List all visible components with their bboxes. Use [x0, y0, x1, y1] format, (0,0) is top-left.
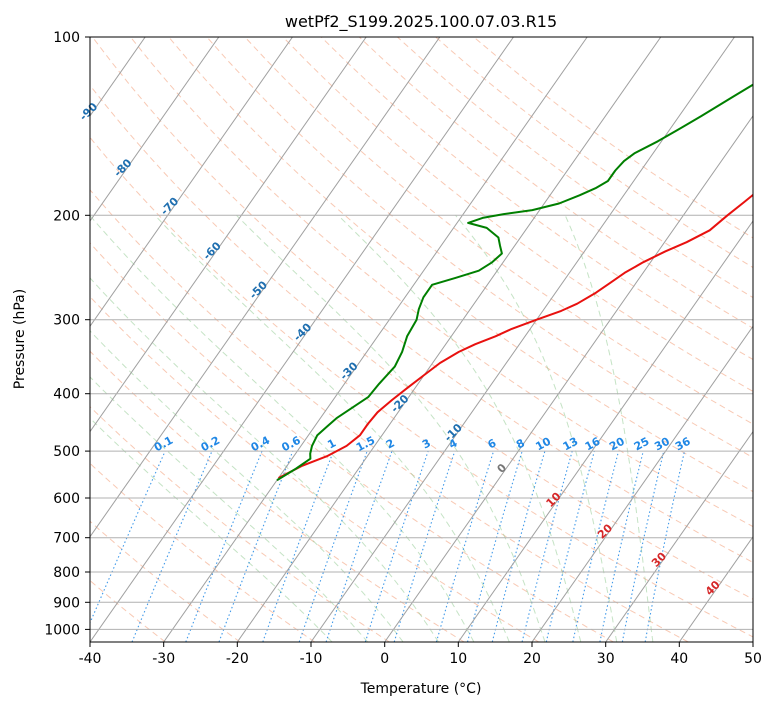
y-tick-label: 700: [53, 531, 80, 547]
dry-adiabat-line: [90, 242, 614, 642]
isotherm-line: [605, 430, 753, 642]
x-tick-label: 50: [744, 651, 762, 667]
mixing-ratio-line: [521, 450, 573, 642]
mixing-ratio-line: [572, 450, 620, 642]
moist-adiabat-line: [90, 417, 333, 642]
isotherm-line: [531, 325, 753, 642]
mixing-ratio-line: [218, 450, 294, 642]
mixing-ratio-lines: [90, 450, 686, 642]
mixing-ratio-line: [545, 450, 595, 642]
dry-adiabat-line: [358, 37, 753, 329]
y-tick-label: 800: [53, 565, 80, 581]
mixing-ratio-label: 13: [561, 435, 581, 454]
x-tick-label: -20: [226, 651, 249, 667]
mixing-ratio-line: [466, 450, 523, 642]
y-axis-ticks: 100 200 300 400 500 600 700 800 900 1000: [44, 30, 90, 638]
dry-adiabat-line: [206, 37, 753, 459]
moist-adiabat-line: [236, 214, 546, 642]
mixing-ratio-line: [435, 450, 495, 642]
dry-adiabat-line: [90, 189, 689, 642]
dry-adiabat-line: [90, 295, 540, 642]
moist-adiabat-line: [564, 215, 654, 642]
x-axis-ticks: -40 -30 -20 -10 0 10 20 30 40 50: [79, 642, 762, 667]
dry-adiabat-line: [90, 405, 390, 642]
dry-adiabat-line: [90, 84, 753, 600]
dry-adiabat-line: [130, 37, 753, 528]
mixing-ratio-label: 20: [607, 435, 627, 454]
moist-adiabat-line: [90, 214, 475, 642]
y-tick-label: 200: [53, 208, 80, 224]
plot-area: [90, 37, 753, 642]
y-tick-label: 1000: [44, 622, 80, 638]
x-tick-label: 10: [449, 651, 467, 667]
moist-adiabat-line: [90, 330, 404, 642]
series-line-1: [278, 193, 753, 479]
dry-adiabat-line: [90, 350, 465, 642]
mixing-ratio-label: 25: [632, 435, 652, 454]
isotherm-line: [90, 37, 293, 328]
isotherm-line: [678, 535, 753, 642]
pressure-gridlines: [90, 37, 753, 630]
mixing-ratio-label: 16: [583, 435, 603, 454]
y-tick-label: 400: [53, 387, 80, 403]
isotherm-line: [457, 220, 753, 642]
y-tick-label: 300: [53, 313, 80, 329]
x-tick-label: 40: [670, 651, 688, 667]
mixing-ratio-label: 30: [652, 435, 672, 454]
mixing-ratio-line: [599, 450, 644, 642]
mixing-ratio-line: [131, 450, 213, 642]
mixing-ratio-label: 10: [533, 435, 553, 454]
mixing-ratio-line: [298, 450, 368, 642]
isotherm-line: [90, 37, 514, 642]
profile-series: [276, 83, 753, 482]
x-tick-label: 0: [380, 651, 389, 667]
dry-adiabat-line: [90, 462, 315, 642]
series-line-2: [276, 83, 753, 482]
isotherm-line: [384, 114, 753, 642]
y-tick-label: 900: [53, 595, 80, 611]
mixing-ratio-line: [262, 450, 334, 642]
x-axis-label: Temperature (°C): [360, 681, 482, 697]
isotherm-line: [90, 37, 441, 538]
y-tick-label: 600: [53, 491, 80, 507]
y-axis-label: Pressure (hPa): [12, 289, 28, 389]
x-tick-label: -10: [300, 651, 323, 667]
mixing-ratio-line: [364, 450, 429, 642]
moist-adiabat-line: [90, 376, 369, 642]
x-tick-label: 20: [523, 651, 541, 667]
dry-adiabat-line: [92, 37, 753, 563]
dry-adiabat-line: [320, 37, 753, 361]
x-tick-label: -30: [152, 651, 175, 667]
y-tick-label: 100: [53, 30, 80, 46]
dry-adiabat-line: [168, 37, 753, 493]
moist-adiabat-line: [154, 214, 510, 642]
moist-adiabats: [90, 214, 654, 642]
isotherm-line: [90, 37, 367, 433]
x-tick-label: -40: [79, 651, 102, 667]
mixing-ratio-line: [185, 450, 263, 642]
mixing-ratio-line: [90, 450, 166, 625]
mixing-ratio-line: [325, 450, 393, 642]
isotherm-line: [163, 37, 588, 642]
moist-adiabat-line: [337, 214, 582, 642]
mixing-ratio-label: 36: [673, 435, 693, 454]
dry-adiabat-line: [397, 37, 753, 299]
chart-title: wetPf2_S199.2025.100.07.03.R15: [285, 12, 557, 32]
dry-adiabats: [90, 37, 753, 642]
y-tick-label: 500: [53, 444, 80, 460]
plot-frame: [89, 36, 754, 643]
x-tick-label: 30: [597, 651, 615, 667]
moist-adiabat-line: [90, 277, 439, 642]
isotherm-line: [90, 37, 220, 222]
isotherm-line: [236, 37, 662, 642]
